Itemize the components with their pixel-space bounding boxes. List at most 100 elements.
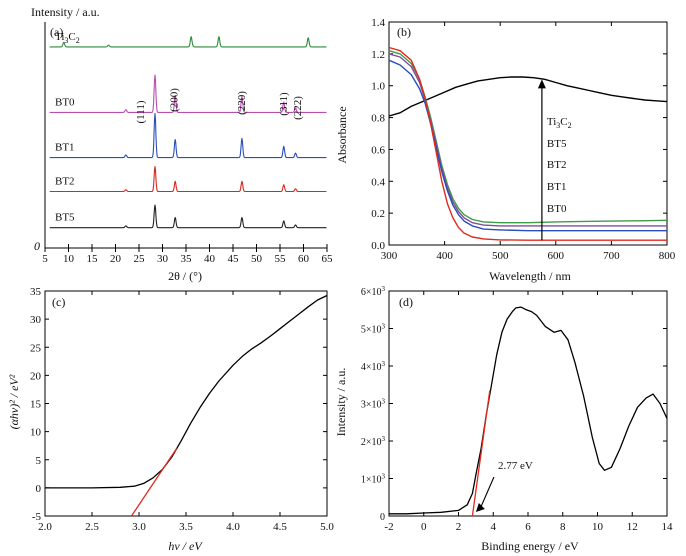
ylabel-a: Intensity / a.u. — [31, 5, 100, 19]
x-tick-label: 2 — [456, 521, 462, 533]
x-tick-label: 800 — [659, 250, 676, 262]
series-label: BT2 — [55, 176, 75, 188]
y-tick-label: 0.2 — [371, 208, 385, 220]
x-tick-label: 65 — [322, 253, 334, 265]
annotation-arrow-line — [480, 476, 495, 508]
x-tick-label: 2.0 — [38, 521, 52, 533]
series-line-1 — [471, 390, 491, 517]
annotation-arrow-head — [475, 503, 485, 512]
series-line-0 — [49, 36, 327, 48]
series-label: BT0 — [55, 96, 75, 108]
x-tick-label: 15 — [87, 253, 99, 265]
panel-label-a: (a) — [50, 25, 63, 39]
x-tick-label: 35 — [181, 253, 193, 265]
x-tick-label: 0 — [421, 521, 427, 533]
series-line-1 — [49, 74, 327, 113]
series-label: BT1 — [55, 142, 75, 154]
peak-annotation: (311) — [278, 92, 290, 116]
plot-area-c: 2.0 2.5 3.0 3.5 4.0 4.5 5.0 -5 0 5 10 15 20 25 30 35 — [30, 286, 334, 533]
series-line-0 — [388, 76, 668, 117]
series-line-0 — [45, 294, 328, 489]
x-tick-label: 40 — [204, 253, 216, 265]
x-tick-label: 3.5 — [179, 521, 193, 533]
xlabel-c: hν / eV — [168, 539, 203, 553]
x-tick-label: 8 — [560, 521, 566, 533]
x-tick-label: 4.5 — [273, 521, 287, 533]
legend-label: BT1 — [547, 181, 567, 193]
x-tick-label: 25 — [134, 253, 146, 265]
x-tick-label: 12 — [627, 521, 638, 533]
legend-label: BT2 — [547, 159, 567, 171]
y-tick-label: 6×103 — [361, 285, 386, 298]
series-line-0 — [389, 306, 668, 515]
y-tick-label: 30 — [30, 314, 42, 326]
y-tick-label: 1.0 — [371, 81, 385, 93]
panel-d: -2 0 2 4 6 8 10 12 1401×1032×1033×1034×1035×1036… — [334, 285, 673, 553]
x-tick-label: 55 — [275, 253, 287, 265]
y-tick-label: 35 — [30, 286, 42, 298]
y-tick-label: 1.2 — [371, 49, 385, 61]
x-tick-label: 20 — [110, 253, 122, 265]
y-tick-label: 5×103 — [361, 323, 386, 336]
panel-label-b: (b) — [397, 25, 411, 39]
y-tick-label: 0.8 — [371, 113, 385, 125]
series-label: Ti3C2 — [55, 31, 80, 45]
x-tick-label: 60 — [298, 253, 310, 265]
x-tick-label: 10 — [63, 253, 75, 265]
x-tick-label: 600 — [548, 250, 565, 262]
y-tick-label: 2×103 — [361, 435, 386, 448]
plot-area-d: -2 0 2 4 6 8 10 12 1401×1032×1033×1034×1035×1036… — [361, 285, 673, 533]
x-tick-label: 4 — [491, 521, 497, 533]
series-line-2 — [388, 53, 667, 227]
x-tick-label: 400 — [436, 250, 453, 262]
peak-annotation: (222) — [292, 96, 304, 120]
plot-frame — [388, 290, 668, 517]
plot-area-a: 5 10 15 20 25 30 35 40 45 50 55 60 65 Ti3C2 BT0 BT1 BT2 B… — [42, 22, 333, 265]
series-line-4 — [388, 46, 667, 241]
plot-frame — [388, 21, 668, 246]
x-tick-label: 30 — [157, 253, 169, 265]
series-line-2 — [49, 112, 327, 159]
x-tick-label: 700 — [603, 250, 620, 262]
x-tick-label: 45 — [228, 253, 240, 265]
x-tick-label: 500 — [492, 250, 509, 262]
legend-label: BT5 — [547, 138, 567, 150]
series-line-4 — [49, 204, 327, 229]
origin-label-a: 0 — [34, 239, 40, 253]
x-tick-label: 6 — [525, 521, 531, 533]
y-tick-label: 0 — [36, 483, 42, 495]
series-label: BT5 — [55, 212, 75, 224]
y-tick-label: 20 — [30, 370, 42, 382]
x-tick-label: 50 — [251, 253, 263, 265]
peak-annotation: (220) — [236, 91, 248, 115]
peak-annotation: (200) — [168, 88, 180, 112]
y-tick-label: 15 — [30, 399, 42, 411]
x-tick-label: 10 — [592, 521, 604, 533]
peak-annotation: (111) — [135, 100, 147, 123]
series-line-3 — [49, 166, 327, 193]
panel-label-c: (c) — [52, 295, 65, 309]
ylabel-b: Absorbance — [335, 106, 349, 163]
y-tick-label: 0.0 — [371, 240, 385, 252]
panel-b: 300 400 500 600 700 800 0.0 0.2 0.4 0.6 0.8 1.0 1.2 1… — [335, 17, 676, 283]
y-tick-label: 4×103 — [361, 360, 386, 373]
y-tick-label: 5 — [36, 455, 42, 467]
y-tick-label: 3×103 — [361, 398, 386, 411]
x-tick-label: 2.5 — [85, 521, 99, 533]
xlabel-b: Wavelength / nm — [489, 269, 571, 283]
y-tick-label: 1.4 — [371, 17, 385, 29]
y-tick-label: 0 — [380, 512, 385, 523]
ylabel-c: (αhν)² / eV² — [7, 374, 21, 429]
y-tick-label: 0.6 — [371, 144, 385, 156]
legend-label: BT0 — [547, 203, 567, 215]
x-tick-label: 4.0 — [226, 521, 240, 533]
x-tick-label: -2 — [384, 521, 393, 533]
series-line-1 — [130, 448, 178, 517]
x-tick-label: 300 — [381, 250, 398, 262]
x-tick-label: 5.0 — [320, 521, 334, 533]
series-line-1 — [388, 50, 668, 224]
y-tick-label: 1×103 — [361, 473, 386, 486]
series-line-3 — [388, 59, 667, 232]
legend-label: Ti3C2 — [547, 116, 572, 130]
